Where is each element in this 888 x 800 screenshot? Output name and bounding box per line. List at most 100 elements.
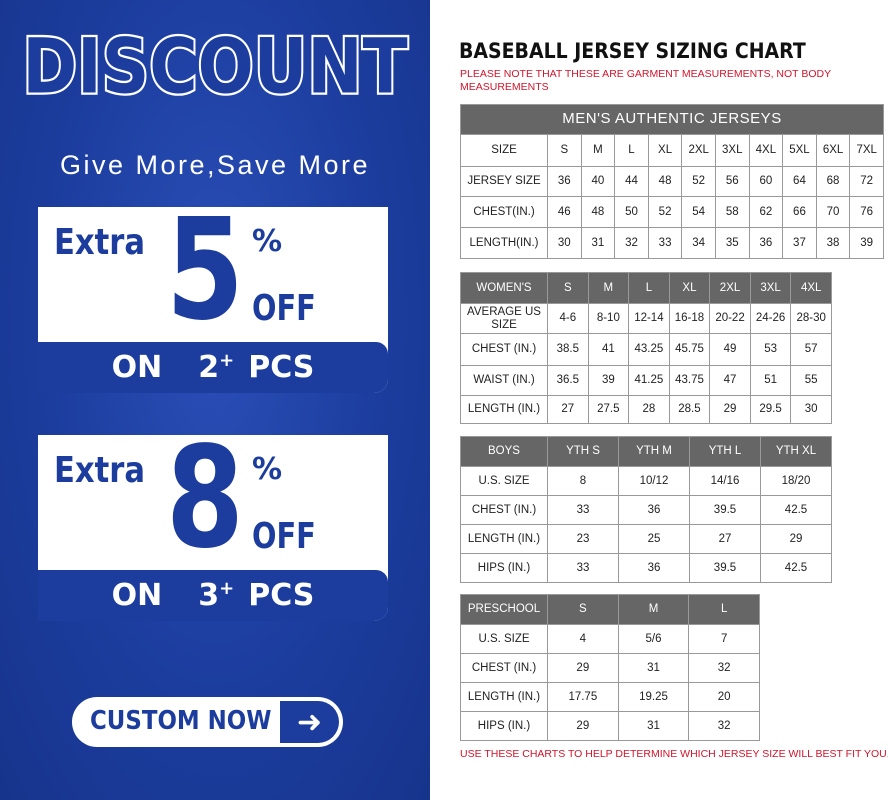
table-row: LENGTH (IN.) 27 27.5 28 28.5 29 29.5 30 [460, 395, 832, 424]
table-cell: 27.5 [587, 395, 630, 424]
table-cell: 68 [815, 166, 851, 197]
table-banner: MEN'S AUTHENTIC JERSEYS [460, 104, 884, 135]
column-header: S [547, 594, 619, 625]
table-cell: 47 [709, 365, 751, 396]
table-cell: 41 [587, 333, 630, 366]
table-cell: 36 [618, 495, 690, 525]
table-cell: 36 [618, 553, 690, 583]
chart-note: PLEASE NOTE THAT THESE ARE GARMENT MEASU… [460, 68, 831, 93]
row-label: LENGTH (IN.) [460, 682, 548, 712]
table-cell: 55 [790, 365, 832, 396]
table-cell: 38 [815, 227, 851, 259]
mens-size-table: MEN'S AUTHENTIC JERSEYS SIZE S M L XL 2XL 3XL 4X… [460, 104, 884, 259]
table-cell: 20 [688, 682, 760, 712]
table-cell: 66 [782, 196, 817, 228]
offer-value: 8 [166, 435, 244, 580]
column-header: YTH S [547, 436, 619, 467]
table-cell: XL [647, 134, 683, 167]
row-label: SIZE [460, 134, 548, 167]
custom-now-label: CUSTOM NOW [90, 706, 272, 736]
row-label: HIPS (IN.) [460, 711, 548, 741]
column-header: BOYS [460, 436, 548, 467]
offer-label: Extra [54, 450, 146, 491]
column-header: PRESCHOOL [460, 594, 548, 625]
table-cell: 41.25 [628, 365, 670, 396]
offer-off: OFF [252, 516, 316, 557]
table-cell: 56 [714, 166, 750, 197]
table-cell: 23 [547, 524, 619, 554]
table-cell: 49 [709, 333, 751, 366]
offer-card-2: Extra 8 % OFF ON 3+ PCS [38, 435, 388, 621]
table-cell: 39.5 [689, 495, 761, 525]
table-row: SIZE S M L XL 2XL 3XL 4XL 5XL 6XL 7XL [460, 134, 884, 167]
table-row: LENGTH (IN.) 23 25 27 29 [460, 524, 832, 554]
custom-now-button[interactable]: CUSTOM NOW ➜ [72, 697, 343, 747]
table-cell: 31 [617, 653, 690, 683]
table-cell: 31 [617, 711, 690, 741]
row-label: CHEST (IN.) [460, 333, 548, 366]
table-cell: 2XL [681, 134, 716, 167]
table-cell: 32 [688, 653, 760, 683]
row-label: LENGTH (IN.) [460, 395, 548, 424]
table-cell: 51 [749, 365, 792, 396]
offer-qty: 3 [198, 578, 220, 613]
offer-percent: % [252, 224, 283, 259]
table-cell: 4XL [748, 134, 784, 167]
table-row: WAIST (IN.) 36.5 39 41.25 43.75 47 51 55 [460, 365, 832, 396]
table-row: CHEST (IN.) 29 31 32 [460, 653, 760, 683]
offer-on: ON [111, 350, 163, 385]
promo-panel: DISCOUNT Give More,Save More Extra 5 % O… [0, 0, 430, 800]
table-cell: 53 [749, 333, 792, 366]
table-cell: 39 [849, 227, 884, 259]
table-row: HIPS (IN.) 33 36 39.5 42.5 [460, 553, 832, 583]
offer-pcs: PCS [248, 350, 315, 385]
table-row: CHEST(IN.) 46 48 50 52 54 58 62 66 70 76 [460, 196, 884, 228]
offer-percent: % [252, 452, 283, 487]
table-cell: 7XL [849, 134, 884, 167]
table-cell: 44 [614, 166, 649, 197]
offer-qty: 2 [198, 350, 220, 385]
table-cell: 17.75 [547, 682, 619, 712]
table-cell: 5/6 [617, 624, 690, 654]
table-cell: 33 [547, 553, 619, 583]
womens-size-table: WOMEN'S S M L XL 2XL 3XL 4XL AVERAGE US SIZE 4-6 8… [460, 272, 832, 424]
table-cell: 18/20 [760, 466, 832, 496]
table-row: AVERAGE US SIZE 4-6 8-10 12-14 16-18 20-22 24-… [460, 303, 832, 334]
table-cell: 29 [709, 395, 751, 424]
table-row: U.S. SIZE 4 5/6 7 [460, 624, 760, 654]
table-cell: 25 [618, 524, 690, 554]
table-cell: 33 [547, 495, 619, 525]
column-header: WOMEN'S [460, 272, 548, 304]
row-label: CHEST (IN.) [460, 653, 548, 683]
table-cell: 29 [547, 653, 619, 683]
table-cell: 24-26 [749, 303, 792, 334]
column-header: YTH XL [760, 436, 832, 467]
column-header: XL [668, 272, 711, 304]
table-cell: 70 [815, 196, 851, 228]
table-cell: 46 [547, 196, 582, 228]
offer-quantity-band: ON 3+ PCS [38, 570, 388, 621]
chart-footer: USE THESE CHARTS TO HELP DETERMINE WHICH… [460, 748, 888, 760]
table-cell: 60 [748, 166, 784, 197]
row-label: WAIST (IN.) [460, 365, 548, 396]
table-header-row: BOYS YTH S YTH M YTH L YTH XL [460, 436, 832, 467]
table-cell: 33 [647, 227, 683, 259]
boys-size-table: BOYS YTH S YTH M YTH L YTH XL U.S. SIZE 8 10/12… [460, 436, 832, 583]
table-cell: 7 [688, 624, 760, 654]
table-cell: 50 [614, 196, 649, 228]
arrow-right-icon: ➜ [280, 701, 339, 743]
table-cell: 58 [714, 196, 750, 228]
column-header: YTH L [689, 436, 761, 467]
column-header: M [587, 272, 630, 304]
table-cell: 43.25 [628, 333, 670, 366]
table-cell: 4-6 [547, 303, 589, 334]
promo-tagline: Give More,Save More [59, 150, 371, 180]
offer-on: ON [111, 578, 163, 613]
table-cell: 30 [790, 395, 832, 424]
table-cell: 36.5 [547, 365, 589, 396]
table-cell: 20-22 [709, 303, 751, 334]
table-cell: 27 [547, 395, 589, 424]
table-cell: 48 [580, 196, 616, 228]
table-row: CHEST (IN.) 38.5 41 43.25 45.75 49 53 57 [460, 333, 832, 366]
table-cell: 54 [681, 196, 716, 228]
